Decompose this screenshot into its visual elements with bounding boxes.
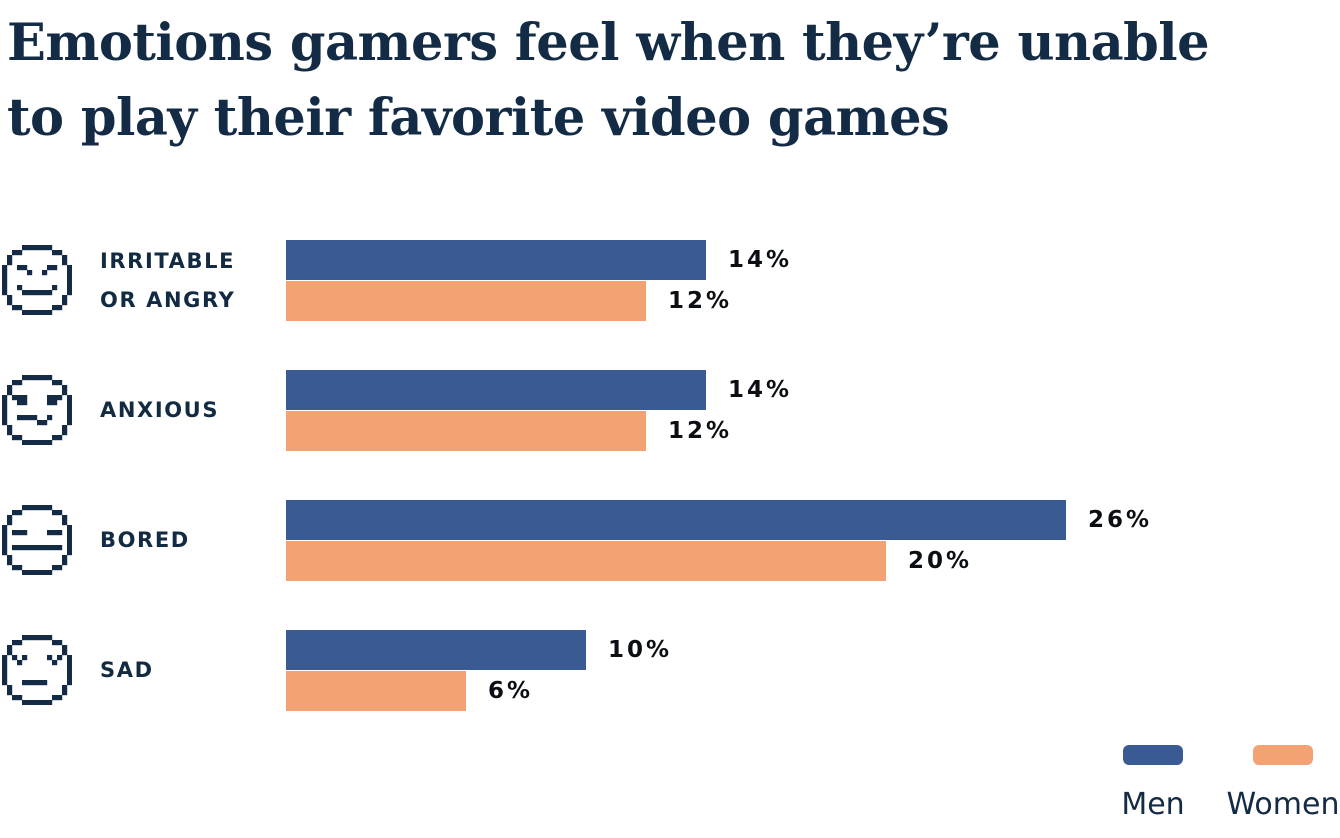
women-value-label: 20% [908, 548, 973, 574]
category-row: SAD 10% 6% [0, 630, 1340, 711]
legend-item-women: Women [1226, 745, 1340, 823]
men-value-label: 10% [608, 637, 673, 663]
legend-swatch-women [1253, 745, 1313, 765]
women-bar [286, 541, 886, 581]
chart-title-line-2: to play their favorite video games [7, 88, 950, 148]
category-row: BORED 26% 20% [0, 500, 1340, 581]
category-row: IRRITABLE OR ANGRY 14% 12% [0, 240, 1340, 321]
category-label: IRRITABLE OR ANGRY [100, 240, 235, 321]
category-label-line: IRRITABLE [100, 248, 236, 273]
anxious-face-icon [2, 375, 73, 446]
chart-title-line-1: Emotions gamers feel when they’re unable [7, 13, 1210, 73]
women-bar [286, 281, 646, 321]
women-bar [286, 411, 646, 451]
category-label: BORED [100, 500, 190, 581]
chart-title: Emotions gamers feel when they’re unable… [7, 6, 1327, 156]
men-value-label: 14% [728, 377, 793, 403]
category-label-line: BORED [100, 528, 190, 552]
men-value-label: 26% [1088, 507, 1153, 533]
women-value-label: 12% [668, 418, 733, 444]
women-value-label: 6% [488, 678, 534, 704]
legend-label-men: Men [1121, 787, 1185, 822]
men-bar [286, 630, 586, 670]
legend: Men Women [0, 745, 1340, 830]
category-label: SAD [100, 630, 154, 711]
men-value-label: 14% [728, 247, 793, 273]
men-bar [286, 240, 706, 280]
category-label: ANXIOUS [100, 370, 219, 451]
bored-face-icon [2, 505, 73, 576]
legend-swatch-men [1123, 745, 1183, 765]
men-bar [286, 370, 706, 410]
angry-face-icon [2, 245, 73, 316]
category-label-line: OR ANGRY [100, 287, 236, 312]
women-value-label: 12% [668, 288, 733, 314]
sad-face-icon [2, 635, 73, 706]
category-label-line: SAD [100, 658, 154, 682]
men-bar [286, 500, 1066, 540]
category-row: ANXIOUS 14% 12% [0, 370, 1340, 451]
women-bar [286, 671, 466, 711]
legend-item-men: Men [1088, 745, 1218, 823]
category-label-line: ANXIOUS [100, 398, 220, 422]
legend-label-women: Women [1226, 787, 1340, 822]
